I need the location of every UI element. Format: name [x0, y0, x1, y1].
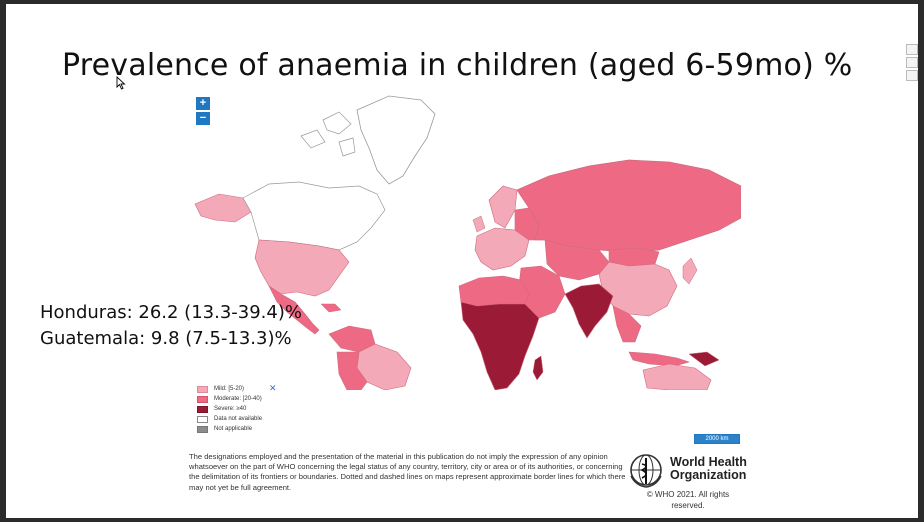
world-map[interactable]: [189, 90, 741, 390]
who-organization-name: World Health Organization: [670, 456, 747, 482]
legend-swatch-mild: [197, 385, 208, 393]
slide-title: Prevalence of anaemia in children (aged …: [62, 48, 853, 83]
region-australia: [642, 363, 712, 390]
map-scale-bar: 2000 km: [694, 434, 740, 444]
region-north-africa: [458, 275, 530, 307]
region-russia: [516, 159, 741, 253]
country-stats: Honduras: 26.2 (13.3-39.4)% Guatemala: 9…: [40, 300, 302, 352]
region-usa: [254, 239, 350, 297]
legend-item-not-applicable: Not applicable: [197, 424, 262, 434]
who-name-line1: World Health: [670, 455, 747, 469]
region-papua: [688, 351, 720, 367]
window-frame-right: [918, 0, 924, 522]
region-greenland: [356, 95, 436, 185]
window-frame-left: [0, 0, 6, 522]
region-arctic-islands: [300, 111, 356, 157]
slide: Prevalence of anaemia in children (aged …: [6, 4, 918, 518]
map-legend: ✕ Mild: [5-20) Moderate: [20-40) Severe:…: [197, 383, 277, 434]
mouse-cursor-icon: [116, 76, 126, 90]
region-japan: [682, 257, 698, 285]
legend-item-no-data: Data not available: [197, 414, 262, 424]
stat-honduras: Honduras: 26.2 (13.3-39.4)%: [40, 302, 302, 323]
window-frame-top: [0, 0, 924, 4]
region-china: [598, 261, 678, 317]
region-mexico: [268, 285, 320, 335]
region-alaska: [194, 193, 252, 223]
legend-item-moderate: Moderate: [20-40): [197, 394, 262, 404]
legend-item-severe: Severe: ≥40: [197, 404, 262, 414]
legend-label-mild: Mild: [5-20): [214, 386, 245, 392]
region-caribbean: [320, 303, 342, 313]
legend-label-no-data: Data not available: [214, 416, 263, 422]
map-disclaimer: The designations employed and the presen…: [189, 452, 626, 492]
side-toolbar-box-1[interactable]: [906, 44, 918, 55]
legend-swatch-not-applicable: [197, 425, 208, 433]
side-toolbar-box-3[interactable]: [906, 70, 918, 81]
map-zoom-controls: + −: [196, 97, 210, 127]
legend-swatch-no-data: [197, 415, 208, 423]
legend-close-icon[interactable]: ✕: [269, 383, 277, 393]
region-canada: [242, 181, 386, 251]
region-west-europe: [474, 227, 530, 271]
stat-guatemala: Guatemala: 9.8 (7.5-13.3)%: [40, 328, 292, 349]
region-uk: [472, 215, 486, 233]
region-madagascar: [532, 355, 544, 381]
region-sub-saharan-africa: [460, 301, 540, 390]
region-southeast-asia: [612, 305, 642, 343]
region-south-asia: [564, 283, 614, 339]
legend-swatch-severe: [197, 405, 208, 413]
zoom-in-button[interactable]: +: [196, 97, 210, 110]
region-peru-bolivia: [336, 351, 368, 390]
window-frame-bottom: [0, 518, 924, 522]
zoom-out-button[interactable]: −: [196, 112, 210, 125]
legend-item-mild: Mild: [5-20): [197, 384, 262, 394]
region-scandinavia: [488, 185, 518, 229]
region-indonesia: [628, 351, 691, 367]
who-name-line2: Organization: [670, 468, 747, 482]
side-toolbar-box-2[interactable]: [906, 57, 918, 68]
side-toolbar: [906, 44, 918, 83]
legend-swatch-moderate: [197, 395, 208, 403]
who-copyright: © WHO 2021. All rights reserved.: [646, 490, 730, 510]
who-emblem-icon: [630, 454, 662, 488]
legend-label-severe: Severe: ≥40: [214, 406, 247, 412]
legend-label-not-applicable: Not applicable: [214, 426, 253, 432]
legend-label-moderate: Moderate: [20-40): [214, 396, 262, 402]
